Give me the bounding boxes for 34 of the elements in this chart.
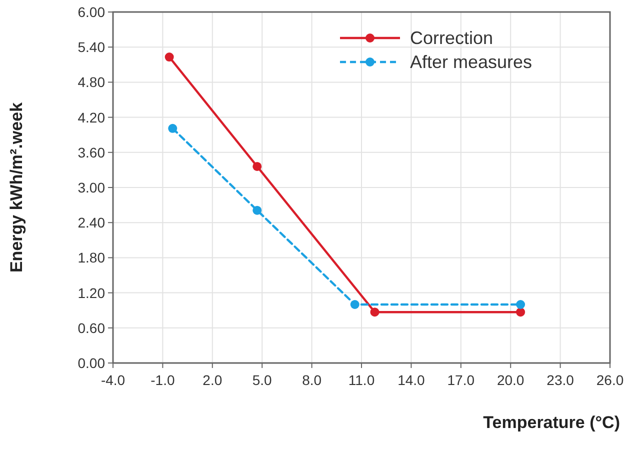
point	[252, 206, 262, 215]
x-axis-title: Temperature (°C)	[483, 413, 620, 432]
y-tick-label: 3.60	[78, 144, 106, 160]
point	[164, 52, 174, 62]
x-tick-label: 8.0	[302, 372, 322, 388]
point	[350, 300, 360, 309]
y-tick-label: 1.80	[78, 250, 106, 266]
y-tick-label: 6.00	[78, 4, 106, 20]
y-tick-label: 4.20	[78, 109, 106, 126]
x-tick-label: 2.0	[202, 372, 222, 388]
y-tick-label: 3.00	[78, 180, 106, 196]
point	[516, 308, 526, 317]
x-tick-label: 23.0	[546, 372, 574, 388]
x-tick-label: 11.0	[348, 372, 375, 388]
x-tick-label: 14.0	[398, 372, 426, 388]
x-tick-label: -4.0	[100, 372, 126, 388]
x-tick-label: 20.0	[496, 372, 524, 388]
y-tick-label: 4.80	[78, 74, 106, 90]
x-tick-label: 26.0	[596, 372, 624, 388]
x-tick-label: 5.0	[252, 372, 272, 388]
y-tick-label: 5.40	[78, 39, 106, 56]
y-tick-label: 0.00	[78, 355, 106, 371]
y-tick-label: 0.60	[78, 320, 106, 336]
point	[252, 162, 262, 171]
x-tick-label: -1.0	[150, 372, 175, 388]
point	[168, 124, 178, 133]
x-tick-label: 17.0	[447, 372, 475, 388]
y-axis-title: Energy kWh/m².week	[7, 102, 26, 273]
point	[370, 308, 380, 317]
point	[516, 300, 526, 309]
y-tick-label: 1.20	[78, 284, 106, 301]
legend-label: Correction	[410, 28, 494, 48]
legend-label: After measures	[410, 52, 532, 72]
y-tick-label: 2.40	[78, 214, 106, 231]
